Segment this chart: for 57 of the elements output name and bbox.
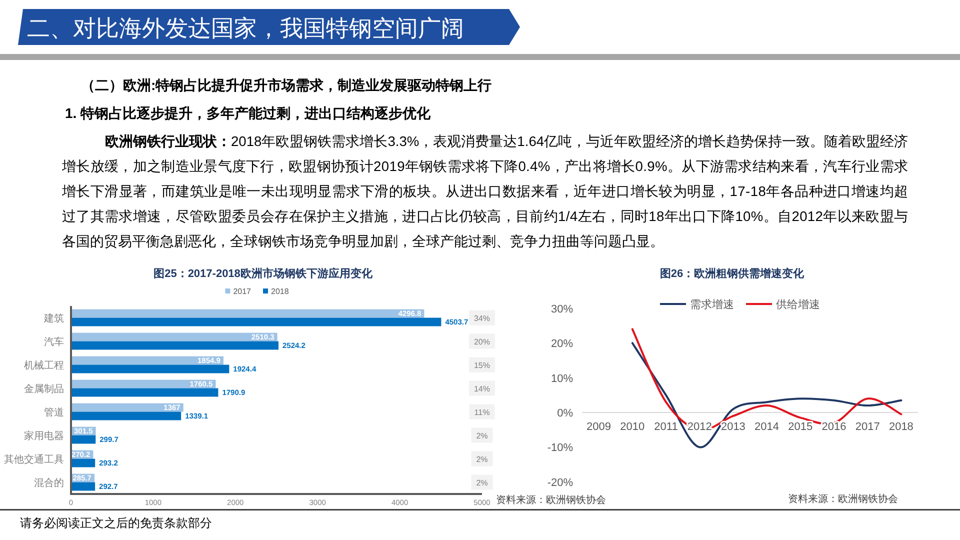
text: 资料来源：欧洲钢铁协会 (788, 493, 898, 505)
chart-title: 图26：欧洲粗钢供需增速变化 (660, 267, 806, 280)
y-tick-label: 家用电器 (24, 430, 64, 442)
x-tick-label: 2017 (855, 421, 880, 433)
bar (71, 318, 442, 326)
text: 1. 特钢占比逐步提升，多年产能过剩，进出口结构逐步优化 (65, 105, 432, 121)
x-tick-label: 2016 (822, 421, 846, 433)
bar (71, 309, 424, 318)
y-tick-label: 20% (550, 338, 574, 350)
annotation: 20% (474, 337, 490, 346)
bar (71, 341, 278, 350)
bar (71, 380, 216, 388)
x-tick-label: 2014 (754, 421, 780, 433)
annotation: 15% (474, 360, 490, 370)
legend-label: 2018 (271, 286, 290, 296)
y-tick-label: -20% (547, 476, 574, 489)
y-tick-label: 混合的 (34, 476, 64, 489)
annotation: 34% (474, 314, 490, 323)
annotation: 2% (476, 431, 488, 440)
y-tick-label: 汽车 (44, 336, 64, 348)
y-tick-label: -10% (547, 442, 574, 454)
text: （二）欧洲:特钢占比提升促升市场需求，制造业发展驱动特钢上行 (81, 77, 492, 93)
y-tick-label: 金属制品 (24, 382, 64, 395)
x-tick-label: 2010 (620, 421, 645, 433)
y-tick-label: 30% (550, 303, 574, 316)
bar (71, 412, 182, 420)
x-tick-label: 2018 (888, 421, 914, 433)
text: 请务必阅读正文之后的免责条款部分 (20, 516, 212, 530)
bar (71, 435, 96, 444)
y-tick-label: 0% (557, 408, 574, 420)
annotation: 2% (476, 478, 488, 488)
bar (71, 332, 278, 342)
x-tick-label: 2015 (788, 421, 813, 433)
bar (71, 388, 218, 397)
legend-label: 需求增速 (690, 298, 734, 311)
text: 资料来源：欧洲钢铁协会 (496, 494, 606, 506)
y-tick-label: 其他交通工具 (4, 453, 64, 466)
bar (71, 356, 224, 365)
y-tick-label: 机械工程 (24, 359, 64, 372)
bar (71, 364, 230, 374)
x-tick-label: 2009 (586, 421, 612, 433)
legend-label: 2017 (233, 286, 252, 296)
annotation: 2% (476, 454, 488, 464)
x-tick-label: 2013 (720, 421, 746, 433)
text: 二、对比海外发达国家，我国特钢空间广阔 (27, 15, 464, 41)
bar (71, 458, 96, 468)
y-tick-label: 管道 (44, 406, 64, 418)
chart-title: 图25：2017-2018欧洲市场钢铁下游应用变化 (154, 267, 374, 280)
y-tick-label: 建筑 (43, 312, 64, 324)
y-tick-label: 10% (550, 372, 574, 385)
x-tick-label: 2011 (654, 421, 678, 433)
annotation: 14% (474, 384, 490, 394)
bar (71, 482, 96, 491)
bar (71, 403, 184, 412)
text: 欧洲钢铁行业现状： (105, 134, 231, 149)
legend-label: 供给增速 (776, 298, 820, 311)
annotation: 11% (474, 408, 490, 417)
